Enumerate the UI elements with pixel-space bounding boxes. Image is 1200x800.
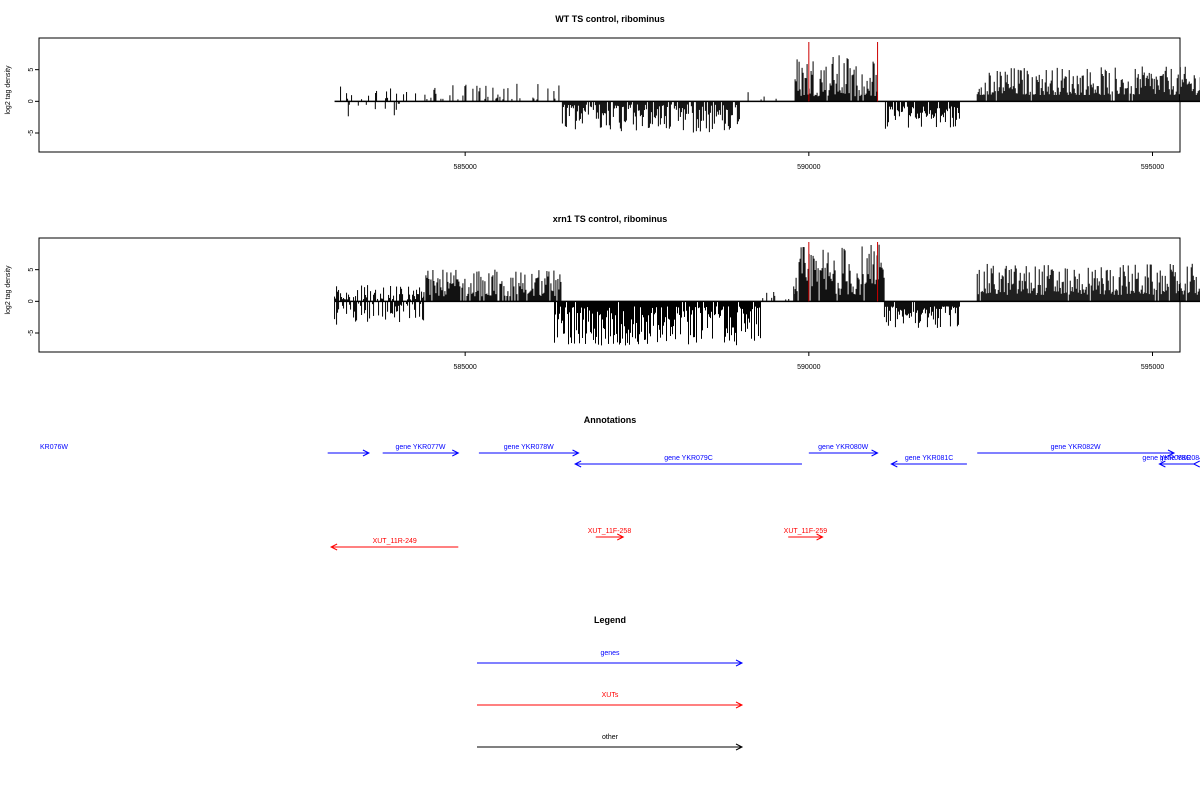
annotation-arrow-head bbox=[1167, 449, 1176, 457]
legend-label: XUTs bbox=[602, 692, 619, 699]
annotation-label: KR076W bbox=[40, 444, 68, 451]
wt-x-tick-label: 595000 bbox=[1141, 164, 1164, 171]
annotation-feature: gene YKR079C bbox=[574, 455, 802, 468]
annotation-feature: gene YKR077W bbox=[382, 444, 460, 457]
legend: Legend genes XUTs other bbox=[477, 615, 744, 751]
legend-arrow-head bbox=[735, 743, 744, 751]
wt-x-tick-label: 590000 bbox=[797, 164, 820, 171]
annotation-arrow-head bbox=[452, 449, 460, 457]
annotations-title: Annotations bbox=[584, 415, 637, 425]
wt-y-tick-label: 5 bbox=[28, 68, 35, 72]
annotation-label: gene YKR080W bbox=[818, 444, 868, 451]
annotation-label: XUT_11F-259 bbox=[784, 528, 828, 535]
annotation-feature: XUT_11R-249 bbox=[330, 538, 459, 551]
annotation-label: gene YKR079C bbox=[664, 455, 713, 462]
annotation-feature: gene YKR078W bbox=[478, 444, 580, 457]
annotation-label: XUT_11R-249 bbox=[373, 538, 417, 545]
legend-label: genes bbox=[600, 650, 620, 657]
annotation-label: gene YKR084C bbox=[1160, 455, 1200, 462]
wt-region-markers bbox=[808, 42, 879, 102]
legend-entry: other bbox=[477, 734, 744, 751]
annotation-feature: gene YKR083C bbox=[1142, 455, 1191, 468]
wt-x-ticks: 585000 590000 595000 bbox=[453, 152, 1164, 171]
xrn1-coverage-bars bbox=[334, 244, 1200, 346]
wt-panel-title: WT TS control, ribominus bbox=[555, 14, 665, 24]
legend-label: other bbox=[602, 734, 619, 741]
xrn1-y-axis-label: log2 tag density bbox=[5, 265, 12, 315]
annotation-arrow-head bbox=[890, 460, 898, 468]
xrn1-y-ticks: -5 0 5 bbox=[28, 268, 39, 336]
annotation-feature: XUT_11F-259 bbox=[784, 528, 828, 541]
annotation-feature: gene YKR082W bbox=[977, 444, 1176, 457]
annotation-arrow-head bbox=[816, 533, 824, 541]
annotation-arrow-head bbox=[572, 449, 580, 457]
xrn1-panel-title: xrn1 TS control, ribominus bbox=[553, 214, 668, 224]
annotation-feature: gene YKR081C bbox=[890, 455, 967, 468]
wt-y-axis-label: log2 tag density bbox=[5, 65, 12, 115]
wt-y-tick-label: 0 bbox=[28, 99, 35, 103]
xrn1-x-ticks: 585000 590000 595000 bbox=[453, 352, 1164, 371]
annotation-features: KR076W gene YKR077W gene YKR078W gene YKR07… bbox=[40, 444, 1200, 551]
xrn1-y-tick-label: -5 bbox=[28, 330, 35, 336]
annotation-label: XUT_11F-258 bbox=[588, 528, 632, 535]
annotation-arrow-head bbox=[574, 460, 582, 468]
annotation-arrow-head bbox=[1192, 460, 1200, 468]
annotation-label: gene YKR083C bbox=[1142, 455, 1191, 462]
xrn1-x-tick-label: 595000 bbox=[1141, 364, 1164, 371]
wt-coverage-panel: WT TS control, ribominus log2 tag densit… bbox=[5, 14, 1200, 171]
xrn1-y-tick-label: 5 bbox=[28, 268, 35, 272]
annotation-arrow-head bbox=[1158, 460, 1166, 468]
annotation-feature: KR076W bbox=[40, 444, 371, 457]
xrn1-coverage-panel: xrn1 TS control, ribominus log2 tag dens… bbox=[5, 214, 1200, 371]
xrn1-y-tick-label: 0 bbox=[28, 299, 35, 303]
legend-arrow-head bbox=[735, 701, 744, 709]
wt-y-tick-label: -5 bbox=[28, 130, 35, 136]
annotation-label: gene YKR078W bbox=[504, 444, 554, 451]
legend-entry: XUTs bbox=[477, 692, 744, 709]
annotation-track: Annotations KR076W gene YKR077W gene YKR07… bbox=[40, 415, 1200, 551]
annotation-label: gene YKR081C bbox=[905, 455, 954, 462]
legend-entry: genes bbox=[477, 650, 744, 667]
xrn1-x-tick-label: 590000 bbox=[797, 364, 820, 371]
annotation-feature: gene YKR084C bbox=[1160, 455, 1200, 468]
xrn1-region-markers bbox=[808, 242, 879, 302]
annotation-label: gene YKR077W bbox=[395, 444, 445, 451]
wt-x-tick-label: 585000 bbox=[453, 164, 476, 171]
wt-y-ticks: -5 0 5 bbox=[28, 68, 39, 136]
legend-arrow-head bbox=[735, 659, 744, 667]
annotation-arrow-head bbox=[871, 449, 879, 457]
annotation-feature: gene YKR080W bbox=[808, 444, 879, 457]
legend-title: Legend bbox=[594, 615, 626, 625]
annotation-arrow-head bbox=[330, 543, 338, 551]
legend-entries: genes XUTs other bbox=[477, 650, 744, 751]
annotation-arrow-head bbox=[362, 449, 371, 457]
annotation-arrow-head bbox=[617, 533, 625, 541]
annotation-label: gene YKR082W bbox=[1051, 444, 1101, 451]
xrn1-x-tick-label: 585000 bbox=[453, 364, 476, 371]
wt-coverage-bars bbox=[340, 55, 1200, 133]
annotation-feature: XUT_11F-258 bbox=[588, 528, 632, 541]
